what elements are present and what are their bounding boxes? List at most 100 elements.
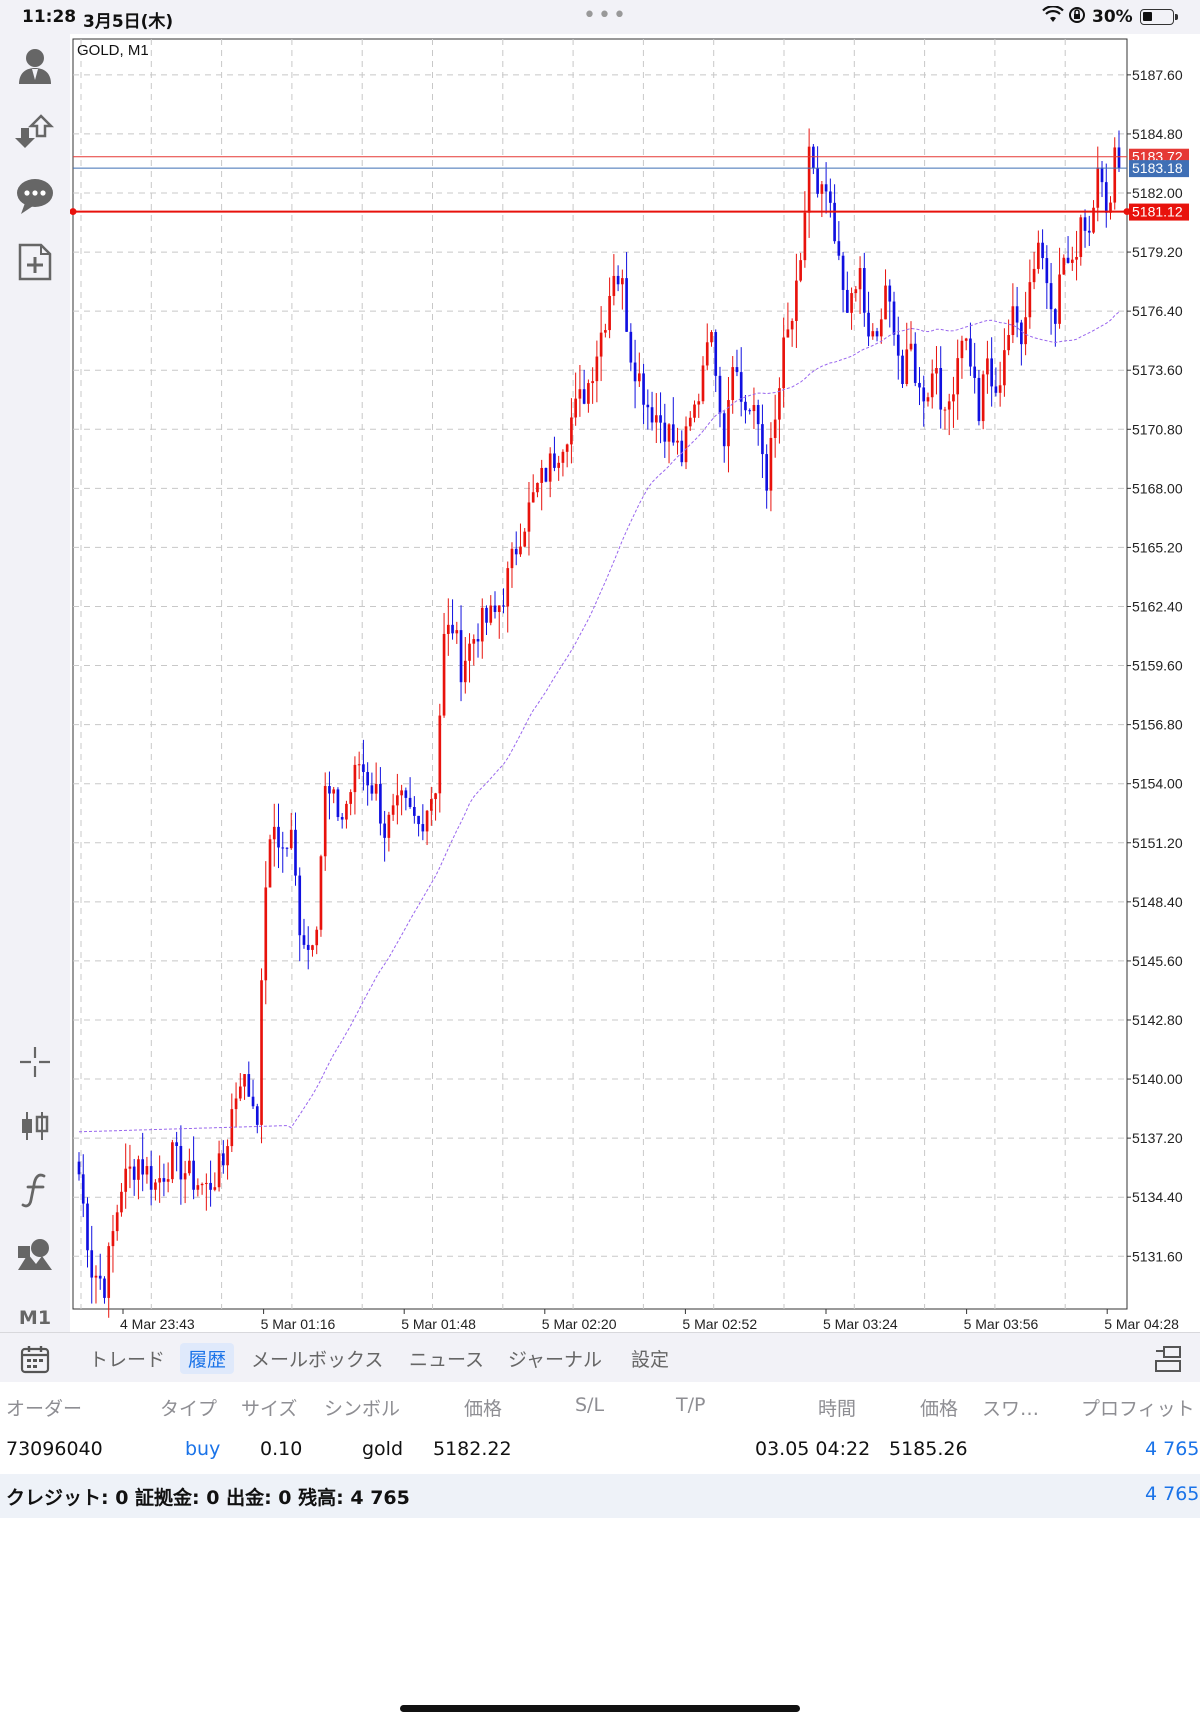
candle-body — [582, 389, 586, 404]
chart-svg[interactable]: 5187.60 5184.80 5182.00 5179.20 5176.40 5173.… — [70, 34, 1200, 1332]
col-sl[interactable]: S/L — [575, 1394, 605, 1416]
candle-body — [803, 212, 807, 261]
objects-icon[interactable] — [13, 1232, 57, 1276]
multitask-dots-icon[interactable]: ••• — [583, 3, 628, 28]
battery-percent: 30% — [1092, 7, 1133, 27]
timeframe-button[interactable]: M1 — [18, 1307, 52, 1329]
candle-body — [1011, 306, 1015, 336]
y-tick-label: 5173.60 — [1132, 362, 1183, 378]
row-time: 03.05 04:22 — [755, 1438, 871, 1460]
candle-body — [1041, 242, 1044, 259]
table-row[interactable]: 73096040 buy 0.10 gold 5182.22 03.05 04:… — [0, 1430, 1200, 1474]
tab-mailbox[interactable]: メールボックス — [251, 1349, 384, 1371]
candle-body — [599, 332, 603, 357]
candle-body — [824, 184, 828, 192]
chart-title: GOLD, M1 — [77, 42, 149, 59]
candle-body — [854, 289, 858, 294]
candle-body — [81, 1174, 85, 1204]
col-close-price[interactable]: 価格 — [920, 1398, 959, 1420]
candle-body — [455, 630, 459, 634]
candle-body — [357, 764, 361, 766]
col-order[interactable]: オーダー — [6, 1398, 83, 1420]
crosshair-icon[interactable] — [13, 1040, 57, 1084]
candle-body — [272, 826, 276, 840]
layout-toggle-icon[interactable] — [1154, 1345, 1184, 1377]
x-tick-label: 5 Mar 02:52 — [682, 1316, 757, 1332]
tab-history[interactable]: 履歴 — [180, 1343, 235, 1374]
candle-body — [654, 415, 658, 423]
candle-body — [120, 1191, 123, 1213]
candle-body — [1083, 217, 1087, 231]
candle-body — [289, 829, 293, 849]
candle-body — [1015, 306, 1019, 323]
candle-body — [366, 772, 369, 786]
candle-body — [875, 331, 879, 337]
y-tick-label: 5170.80 — [1132, 421, 1183, 437]
candle-body — [226, 1146, 229, 1166]
candle-body — [1104, 182, 1108, 213]
col-size[interactable]: サイズ — [241, 1398, 298, 1420]
candle-body — [540, 467, 544, 483]
y-tick-label: 5140.00 — [1132, 1071, 1183, 1087]
candle-body — [710, 332, 713, 343]
col-time[interactable]: 時間 — [818, 1398, 857, 1420]
candle-body — [765, 454, 769, 491]
candle-body — [162, 1178, 166, 1182]
candle-body — [1024, 317, 1027, 345]
price-label: 5181.12 — [1132, 204, 1183, 220]
col-price[interactable]: 価格 — [464, 1398, 503, 1420]
x-tick-label: 5 Mar 01:48 — [401, 1316, 476, 1332]
candle-body — [336, 789, 340, 818]
candle-body — [1096, 167, 1100, 208]
candle-body — [1037, 242, 1040, 269]
x-tick-label: 5 Mar 03:24 — [823, 1316, 898, 1332]
candle-body — [459, 630, 463, 683]
candle-body — [277, 826, 280, 848]
tab-news[interactable]: ニュース — [409, 1349, 485, 1371]
chart-type-icon[interactable] — [13, 1104, 57, 1148]
y-tick-label: 5162.40 — [1132, 598, 1183, 614]
price-chart[interactable]: 5187.60 5184.80 5182.00 5179.20 5176.40 5173.… — [70, 34, 1200, 1332]
candle-body — [769, 437, 773, 491]
bottom-tab-bar: トレード 履歴 メールボックス ニュース ジャーナル 設定 — [0, 1332, 1200, 1382]
candle-body — [994, 386, 998, 393]
col-symbol[interactable]: シンボル — [324, 1398, 401, 1420]
tab-settings[interactable]: 設定 — [631, 1349, 670, 1371]
candle-body — [884, 285, 887, 320]
price-line-handle — [70, 208, 77, 216]
candle-body — [264, 887, 268, 981]
candle-body — [302, 935, 306, 945]
candle-body — [192, 1160, 195, 1190]
chat-icon[interactable] — [13, 174, 57, 218]
col-tp[interactable]: T/P — [676, 1394, 706, 1416]
trade-icon[interactable] — [13, 110, 57, 154]
candle-body — [1087, 230, 1091, 233]
candle-body — [998, 385, 1002, 393]
candle-body — [77, 1161, 81, 1175]
candle-body — [255, 1106, 259, 1125]
account-icon[interactable] — [13, 44, 57, 88]
new-order-icon[interactable] — [13, 240, 57, 284]
candle-body — [718, 375, 722, 414]
candle-body — [247, 1074, 251, 1097]
tab-journal[interactable]: ジャーナル — [508, 1349, 603, 1371]
col-profit[interactable]: プロフィット — [1081, 1398, 1195, 1420]
candle-body — [790, 320, 794, 330]
calendar-icon[interactable] — [20, 1344, 50, 1378]
candle-body — [145, 1166, 149, 1175]
candle-body — [196, 1185, 200, 1190]
candle-body — [396, 795, 399, 806]
col-type[interactable]: タイプ — [160, 1398, 218, 1420]
candle-body — [200, 1183, 204, 1186]
candle-body — [1075, 256, 1078, 260]
candle-body — [1032, 268, 1036, 283]
candle-body — [646, 404, 650, 408]
balance-summary: クレジット: 0 証拠金: 0 出金: 0 残高: 4 765 4 765 — [0, 1474, 1200, 1518]
col-swap[interactable]: スワ… — [982, 1398, 1040, 1420]
tab-trade[interactable]: トレード — [89, 1349, 166, 1371]
candle-body — [688, 417, 692, 427]
candle-body — [90, 1250, 94, 1278]
candle-body — [837, 241, 841, 256]
candle-body — [1100, 167, 1104, 183]
indicator-icon[interactable] — [13, 1168, 57, 1212]
